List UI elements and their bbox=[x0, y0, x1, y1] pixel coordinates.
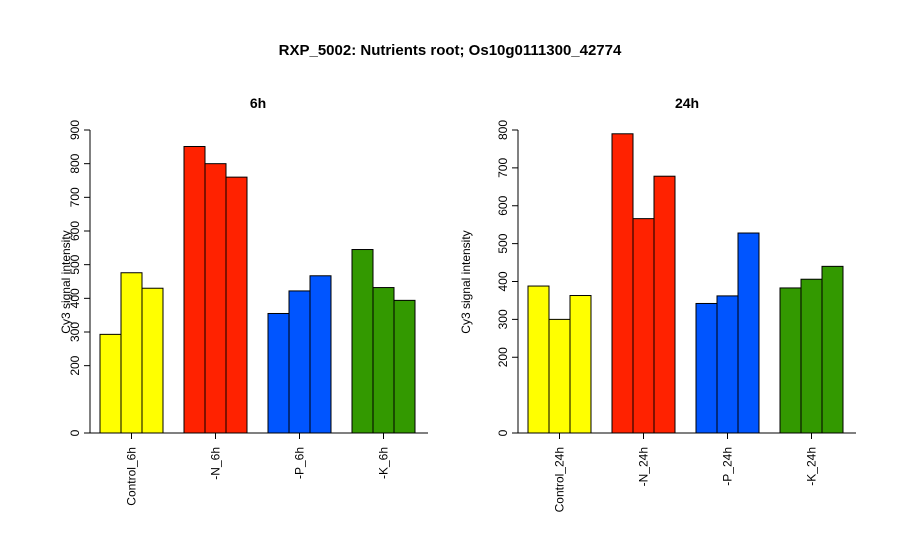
category-label: Control_6h bbox=[125, 447, 139, 506]
category-label: -P_24h bbox=[721, 447, 735, 486]
y-tick-label: 700 bbox=[496, 158, 510, 178]
bar bbox=[800, 278, 823, 434]
y-tick-label: 400 bbox=[68, 288, 82, 308]
y-tick-label: 0 bbox=[68, 429, 82, 436]
y-tick-label: 700 bbox=[68, 187, 82, 207]
bar bbox=[695, 302, 718, 434]
category-label: -K_6h bbox=[377, 447, 391, 479]
bar bbox=[779, 287, 802, 434]
category-label: -K_24h bbox=[805, 447, 819, 486]
bar bbox=[569, 295, 592, 434]
y-axis-label: Cy3 signal intensity bbox=[59, 230, 73, 333]
category-label: -N_6h bbox=[209, 447, 223, 480]
y-tick-label: 800 bbox=[68, 153, 82, 173]
bar bbox=[141, 287, 164, 434]
bar bbox=[267, 312, 290, 434]
y-tick-label: 500 bbox=[68, 254, 82, 274]
bar bbox=[737, 232, 760, 434]
y-tick-label: 200 bbox=[496, 347, 510, 367]
y-axis-label: Cy3 signal intensity bbox=[459, 230, 473, 333]
bar bbox=[653, 175, 676, 434]
bar bbox=[309, 275, 332, 434]
panel-0: 6h 0 200 300 400 500 600 700 800 900 Cy3 signal in… bbox=[59, 95, 428, 506]
bar bbox=[351, 249, 374, 434]
y-tick-label: 300 bbox=[68, 322, 82, 342]
bar bbox=[288, 290, 311, 434]
bar bbox=[372, 287, 395, 434]
main-title: RXP_5002: Nutrients root; Os10g0111300_4… bbox=[279, 42, 622, 59]
category-label: Control_24h bbox=[553, 447, 567, 512]
y-tick-label: 600 bbox=[496, 195, 510, 215]
category-label: -P_6h bbox=[293, 447, 307, 479]
bar bbox=[183, 145, 206, 434]
y-tick-label: 600 bbox=[68, 221, 82, 241]
bar bbox=[393, 299, 416, 434]
y-tick-label: 400 bbox=[496, 271, 510, 291]
category-label: -N_24h bbox=[637, 447, 651, 486]
panel-title: 24h bbox=[675, 95, 699, 111]
panel-1: 24h 0 200 300 400 500 600 700 800 Cy3 signal inte… bbox=[459, 95, 856, 512]
y-tick-label: 900 bbox=[68, 120, 82, 140]
y-tick-label: 800 bbox=[496, 120, 510, 140]
bar bbox=[632, 218, 655, 434]
bar bbox=[548, 318, 571, 434]
bar bbox=[611, 133, 634, 434]
bar bbox=[99, 333, 122, 434]
y-tick-label: 300 bbox=[496, 309, 510, 329]
y-tick-label: 500 bbox=[496, 233, 510, 253]
bar bbox=[204, 163, 227, 434]
bar bbox=[225, 176, 248, 434]
bar bbox=[120, 272, 143, 434]
bar bbox=[821, 265, 844, 434]
y-tick-label: 0 bbox=[496, 429, 510, 436]
bar bbox=[716, 295, 739, 434]
y-tick-label: 200 bbox=[68, 355, 82, 375]
panel-title: 6h bbox=[250, 95, 266, 111]
bar bbox=[527, 285, 550, 434]
